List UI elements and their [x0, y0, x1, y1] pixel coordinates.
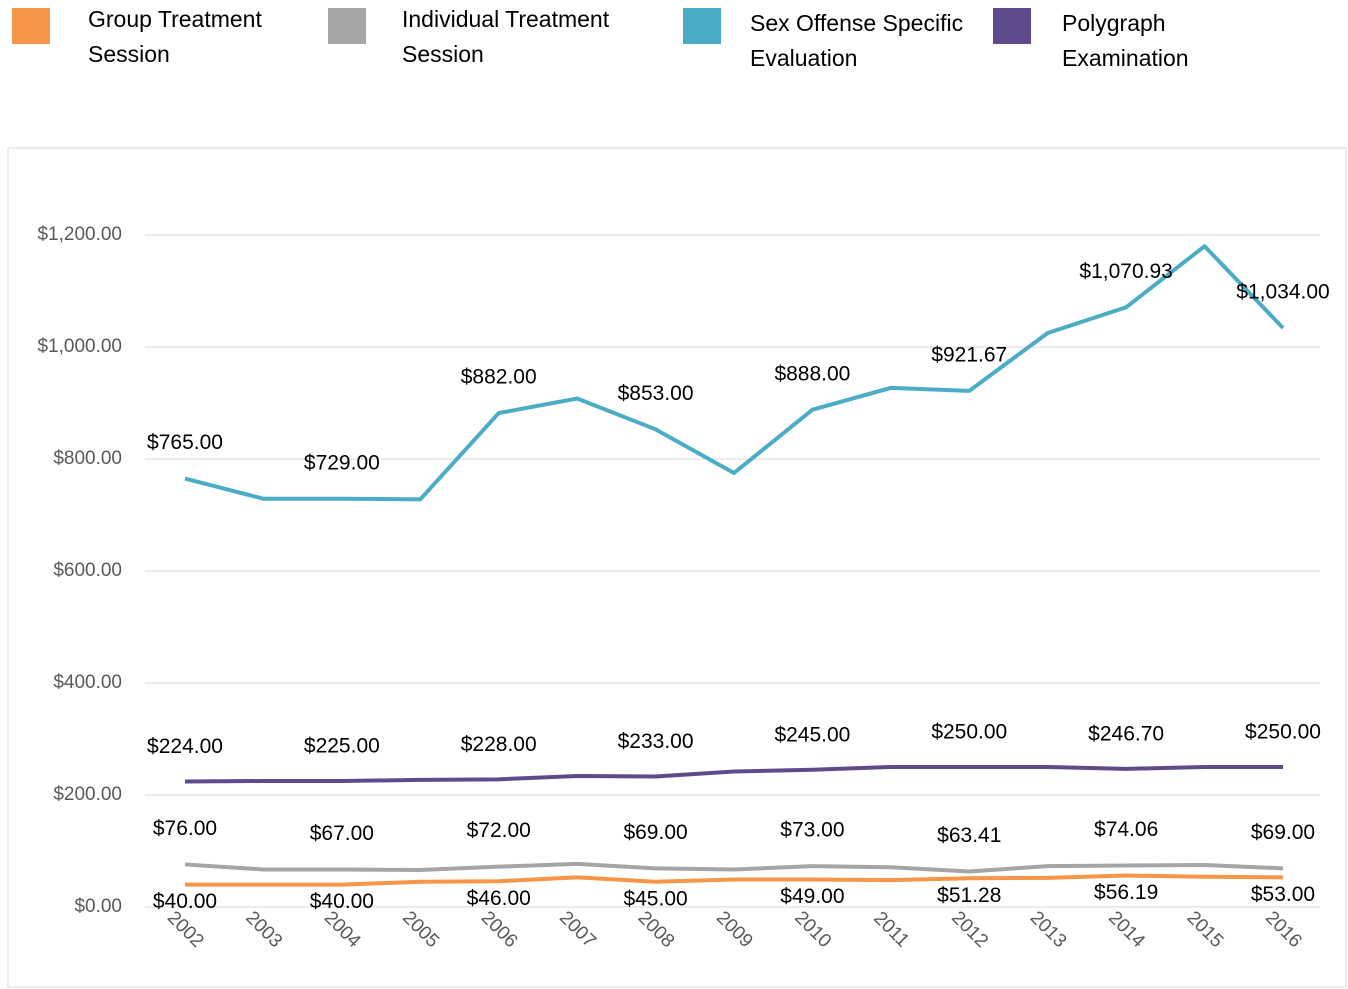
legend-swatch: [12, 8, 50, 44]
x-tick-label: 2013: [1026, 907, 1071, 952]
legend-label: Sex Offense Specific Evaluation: [750, 10, 964, 71]
data-label: $56.19: [1094, 881, 1158, 904]
y-tick-label: $400.00: [53, 672, 122, 693]
series-line: [184, 765, 1283, 784]
data-label: $45.00: [623, 887, 687, 910]
x-tick-label: 2008: [634, 907, 679, 952]
data-label: $1,034.00: [1236, 281, 1329, 304]
data-label: $76.00: [153, 817, 217, 840]
x-tick-label: 2007: [555, 907, 600, 952]
data-label: $67.00: [310, 822, 374, 845]
data-label: $46.00: [467, 887, 531, 910]
x-tick-label: 2010: [790, 907, 835, 952]
y-tick-label: $0.00: [74, 896, 122, 917]
x-tick-label: 2002: [163, 907, 208, 952]
data-label: $729.00: [304, 451, 380, 474]
x-tick-label: 2009: [712, 907, 757, 952]
data-label: $74.06: [1094, 818, 1158, 841]
series-line: [184, 861, 1284, 874]
data-label: $225.00: [304, 735, 380, 758]
y-tick-label: $800.00: [53, 448, 122, 469]
y-tick-label: $200.00: [53, 784, 122, 805]
data-label: $921.67: [931, 343, 1007, 366]
x-tick-label: 2015: [1183, 907, 1228, 952]
y-tick-label: $600.00: [53, 560, 122, 581]
chart-frame: [7, 147, 1347, 988]
data-label: $40.00: [153, 890, 217, 913]
data-label: $765.00: [147, 431, 223, 454]
legend-label: Individual Treatment Session: [402, 6, 610, 67]
data-label: $53.00: [1251, 883, 1315, 906]
data-label: $40.00: [310, 890, 374, 913]
data-label: $882.00: [461, 366, 537, 389]
legend-swatch: [328, 8, 366, 44]
data-label: $245.00: [774, 723, 850, 746]
data-label: $246.70: [1088, 722, 1164, 745]
x-tick-label: 2011: [869, 908, 913, 952]
x-tick-label: 2004: [320, 907, 365, 952]
series-line: [185, 873, 1284, 887]
x-tick-label: 2016: [1261, 907, 1306, 952]
data-label: $69.00: [1251, 821, 1315, 844]
data-label: $73.00: [780, 819, 844, 842]
x-tick-label: 2012: [947, 907, 992, 952]
data-label: $72.00: [467, 819, 531, 842]
series-line: [184, 244, 1285, 502]
data-label: $224.00: [147, 735, 223, 758]
legend-swatch: [993, 8, 1031, 44]
y-tick-label: $1,000.00: [37, 336, 122, 357]
x-tick-label: 2003: [241, 907, 286, 952]
data-label: $49.00: [780, 885, 844, 908]
data-label: $250.00: [1245, 721, 1321, 744]
data-label: $51.28: [937, 884, 1001, 907]
data-label: $233.00: [618, 730, 694, 753]
y-tick-label: $1,200.00: [37, 224, 122, 245]
data-label: $63.41: [937, 824, 1001, 847]
data-label: $1,070.93: [1079, 260, 1172, 283]
legend-swatch: [683, 8, 721, 44]
data-label: $888.00: [774, 362, 850, 385]
legend-label: Group Treatment Session: [88, 6, 262, 67]
data-label: $250.00: [931, 721, 1007, 744]
data-label: $228.00: [461, 733, 537, 756]
x-tick-label: 2005: [398, 907, 443, 952]
data-label: $69.00: [623, 821, 687, 844]
data-label: $853.00: [618, 382, 694, 405]
x-tick-label: 2006: [477, 907, 522, 952]
x-tick-label: 2014: [1104, 907, 1149, 952]
legend-label: Polygraph Examination: [1062, 10, 1189, 71]
